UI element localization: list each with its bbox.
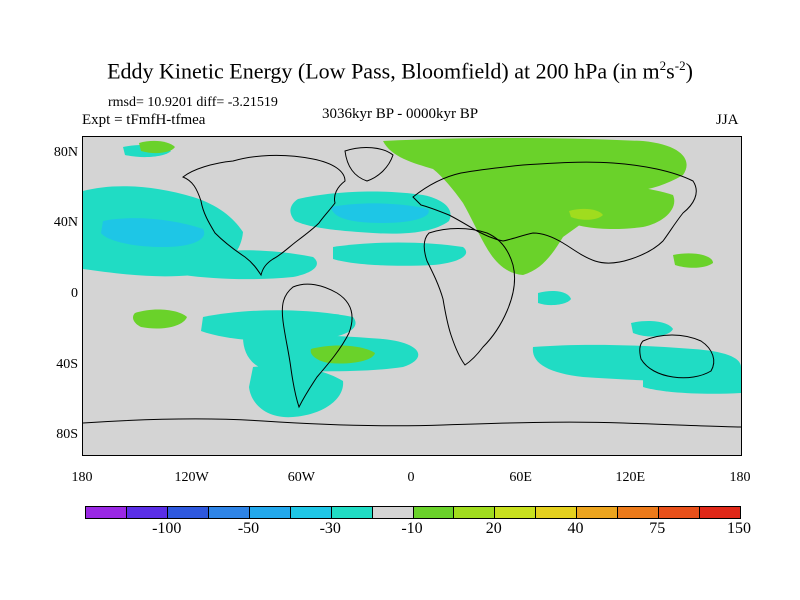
colorbar-segment: [700, 507, 740, 518]
colorbar-tick-label: -10: [401, 520, 423, 537]
coastline-europe-asia: [412, 161, 697, 264]
y-tick-label: 40N: [53, 215, 78, 231]
colorbar-segment: [86, 507, 127, 518]
x-tick-label: 60W: [287, 470, 315, 485]
blue-core-north-pacific: [101, 218, 205, 247]
colorbar-segment: [577, 507, 619, 518]
y-tick-label: 40S: [56, 356, 78, 372]
x-tick-label: 60E: [509, 470, 532, 485]
cyan-patch-north-america: [183, 250, 317, 280]
green-core-central-asia: [569, 208, 603, 220]
x-tick-label: 120W: [174, 470, 209, 485]
colorbar-segment: [249, 507, 291, 518]
coastline-australia: [639, 334, 715, 379]
world-map: [83, 138, 741, 428]
positive-anomaly-patches: [133, 138, 713, 364]
cyan-patch-west-pacific: [631, 321, 673, 337]
cyan-patch-south-ocean: [249, 365, 344, 418]
colorbar-segment: [495, 507, 537, 518]
colorbar-tick-label: 20: [485, 520, 502, 537]
stats-text: rmsd= 10.9201 diff= -3.21519: [108, 95, 278, 110]
period-label: 3036kyr BP - 0000kyr BP: [322, 106, 479, 122]
x-tick-label: 0: [407, 470, 415, 485]
colorbar: [85, 506, 741, 519]
map-plot-area: [82, 136, 742, 456]
green-patch-west-pacific: [673, 253, 713, 268]
negative-anomaly-patches: [83, 144, 741, 418]
x-tick-label: 180: [729, 470, 751, 485]
y-tick-label: 0: [71, 286, 78, 301]
green-patch-pacific-tropics: [133, 309, 187, 329]
green-patch-south-atlantic: [310, 345, 375, 364]
coastline-south-america: [281, 283, 353, 409]
cyan-patch-australia-south: [643, 368, 741, 394]
green-patch-asia-east: [558, 185, 675, 229]
x-tick-label: 120E: [615, 470, 646, 485]
colorbar-segment: [290, 507, 332, 518]
green-patch-eurasia: [383, 138, 687, 275]
colorbar-tick-label: 150: [727, 520, 751, 537]
green-patch-arctic-west: [139, 140, 175, 154]
coastline-antarctica: [83, 418, 741, 428]
colorbar-segment: [372, 507, 414, 518]
colorbar-tick-label: -100: [152, 520, 182, 537]
coastline-north-america: [182, 154, 346, 277]
colorbar-segment: [536, 507, 578, 518]
colorbar-segment: [126, 507, 168, 518]
experiment-label: Expt = tFmfH-tfmea: [82, 112, 206, 128]
blue-core-north-atlantic: [331, 203, 429, 223]
colorbar-segment: [331, 507, 373, 518]
cyan-patch-atlantic-mid: [333, 242, 467, 266]
colorbar-segment: [208, 507, 250, 518]
colorbar-tick-label: 40: [567, 520, 584, 537]
cyan-patch-small-pacific: [538, 291, 571, 306]
colorbar-segment: [454, 507, 496, 518]
colorbar-segment: [618, 507, 660, 518]
coastline-africa: [423, 228, 516, 366]
season-label: JJA: [716, 112, 739, 128]
colorbar-segment: [413, 507, 455, 518]
coastlines: [83, 147, 741, 428]
chart-title: Eddy Kinetic Energy (Low Pass, Bloomfiel…: [107, 58, 693, 84]
colorbar-segment: [167, 507, 209, 518]
colorbar-tick-label: 75: [649, 520, 666, 537]
y-tick-label: 80S: [56, 427, 78, 443]
colorbar-segment: [659, 507, 701, 518]
colorbar-tick-label: -30: [319, 520, 341, 537]
cyan-patch-south-pacific: [201, 310, 356, 342]
coastline-greenland: [344, 147, 394, 182]
colorbar-tick-label: -50: [237, 520, 260, 537]
y-tick-label: 80N: [53, 144, 78, 160]
x-tick-label: 180: [71, 470, 93, 485]
